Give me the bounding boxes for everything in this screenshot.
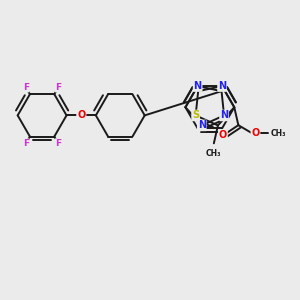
Text: N: N — [194, 81, 202, 91]
Text: N: N — [220, 110, 228, 121]
Text: CH₃: CH₃ — [271, 129, 286, 138]
Text: S: S — [192, 110, 199, 121]
Text: N: N — [218, 81, 226, 91]
Text: CH₃: CH₃ — [206, 149, 222, 158]
Text: O: O — [219, 130, 227, 140]
Text: F: F — [55, 139, 61, 148]
Text: O: O — [251, 128, 260, 138]
Text: N: N — [198, 120, 206, 130]
Text: F: F — [55, 83, 61, 92]
Text: F: F — [23, 83, 29, 92]
Text: O: O — [77, 110, 85, 120]
Text: F: F — [23, 139, 29, 148]
